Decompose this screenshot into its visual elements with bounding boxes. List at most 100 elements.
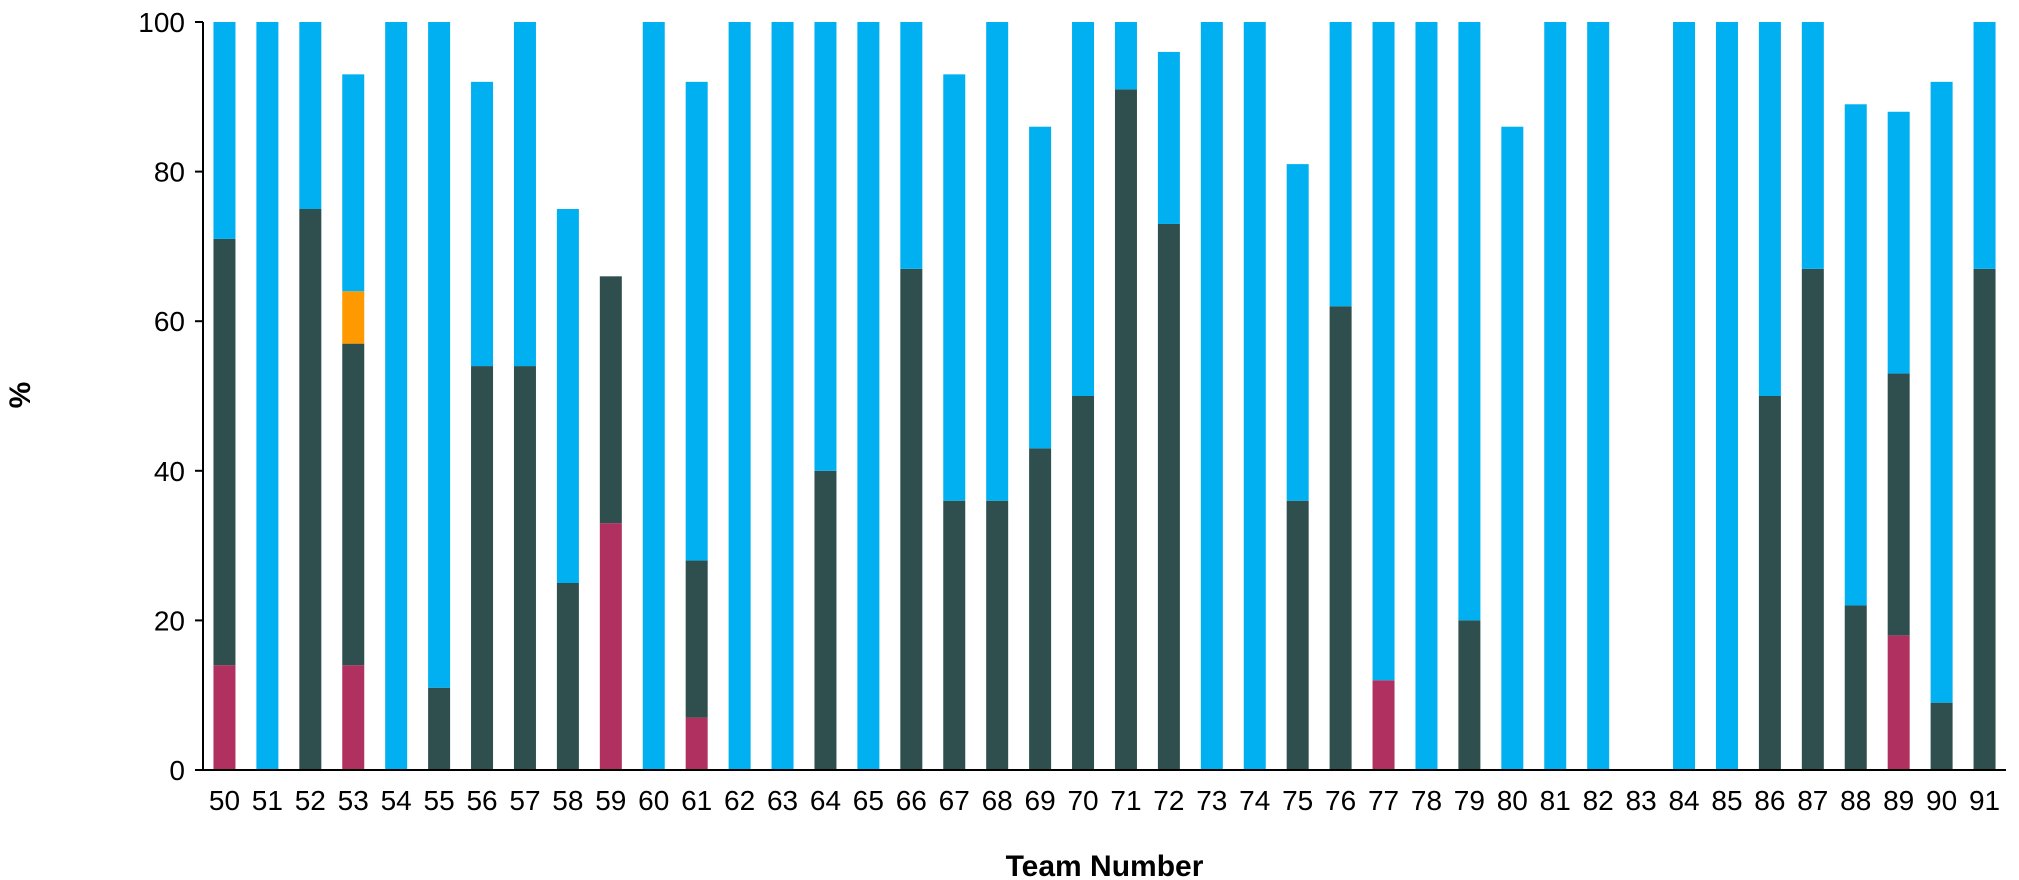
bar-segment-79-s3 — [1458, 22, 1481, 621]
bar-segment-82-s3 — [1587, 22, 1610, 770]
bar-segment-55-s1 — [428, 687, 451, 770]
bar-segment-53-s0 — [342, 665, 365, 770]
x-tick-label-67: 67 — [939, 785, 970, 816]
bar-segment-81-s3 — [1544, 22, 1567, 770]
bar-segment-50-s0 — [213, 665, 236, 770]
bar-segment-58-s1 — [556, 583, 579, 770]
bar-segment-59-s1 — [599, 276, 622, 524]
x-tick-label-56: 56 — [466, 785, 497, 816]
x-tick-label-60: 60 — [638, 785, 669, 816]
bar-segment-70-s1 — [1072, 396, 1095, 770]
bar-segment-72-s3 — [1157, 51, 1180, 224]
y-tick-label-60: 60 — [154, 306, 185, 337]
bar-segment-86-s3 — [1758, 22, 1781, 396]
x-tick-label-83: 83 — [1626, 785, 1657, 816]
bar-segment-76-s3 — [1329, 22, 1352, 307]
bar-segment-91-s3 — [1973, 22, 1996, 269]
x-tick-label-68: 68 — [982, 785, 1013, 816]
y-axis-title: % — [4, 382, 37, 409]
x-tick-label-61: 61 — [681, 785, 712, 816]
bar-segment-55-s3 — [428, 22, 451, 688]
x-tick-label-88: 88 — [1840, 785, 1871, 816]
bar-segment-66-s1 — [900, 268, 923, 770]
x-tick-label-54: 54 — [381, 785, 412, 816]
bar-segment-64-s3 — [814, 22, 837, 471]
bar-segment-87-s3 — [1801, 22, 1824, 269]
bar-segment-66-s3 — [900, 22, 923, 269]
bar-segment-52-s3 — [299, 22, 322, 209]
bar-segment-74-s3 — [1243, 22, 1266, 770]
x-tick-label-86: 86 — [1754, 785, 1785, 816]
bar-segment-56-s1 — [471, 366, 494, 770]
bar-segment-90-s1 — [1930, 702, 1953, 770]
bar-segment-89-s0 — [1887, 635, 1910, 770]
bar-segment-62-s3 — [728, 22, 751, 770]
bar-segment-90-s3 — [1930, 81, 1953, 703]
x-tick-label-63: 63 — [767, 785, 798, 816]
bar-segment-80-s3 — [1501, 126, 1524, 771]
bar-segment-69-s3 — [1029, 126, 1052, 449]
x-axis-title: Team Number — [1006, 850, 1204, 880]
bar-segment-84-s3 — [1673, 22, 1696, 770]
bar-segment-85-s3 — [1715, 22, 1738, 770]
bar-segment-88-s1 — [1844, 605, 1867, 770]
bar-segment-73-s3 — [1200, 22, 1223, 770]
x-tick-label-50: 50 — [209, 785, 240, 816]
bar-segment-60-s3 — [642, 22, 665, 770]
x-tick-label-69: 69 — [1025, 785, 1056, 816]
bar-segment-53-s1 — [342, 343, 365, 666]
x-axis-ticks: 50 51 52 53 54 55 56 57 58 59 60 61 62 63 64 65 66 67 68 69… — [209, 785, 2000, 816]
x-tick-label-81: 81 — [1540, 785, 1571, 816]
bar-segment-88-s3 — [1844, 104, 1867, 606]
x-tick-label-65: 65 — [853, 785, 884, 816]
bar-segment-65-s3 — [857, 22, 880, 770]
bar-segment-50-s1 — [213, 238, 236, 666]
bars-group — [213, 22, 1996, 771]
x-tick-label-58: 58 — [552, 785, 583, 816]
x-tick-label-52: 52 — [295, 785, 326, 816]
x-tick-label-76: 76 — [1325, 785, 1356, 816]
x-tick-label-75: 75 — [1282, 785, 1313, 816]
y-axis-ticks: 0 20 40 60 80 100 — [138, 7, 203, 786]
bar-segment-87-s1 — [1801, 268, 1824, 770]
x-tick-label-59: 59 — [595, 785, 626, 816]
bar-segment-76-s1 — [1329, 306, 1352, 770]
x-tick-label-64: 64 — [810, 785, 841, 816]
x-tick-label-89: 89 — [1883, 785, 1914, 816]
x-tick-label-53: 53 — [338, 785, 369, 816]
x-tick-label-70: 70 — [1067, 785, 1098, 816]
x-tick-label-51: 51 — [252, 785, 283, 816]
bar-segment-77-s3 — [1372, 22, 1395, 681]
bar-segment-61-s1 — [685, 560, 708, 718]
bar-segment-91-s1 — [1973, 268, 1996, 770]
x-tick-label-79: 79 — [1454, 785, 1485, 816]
bar-segment-64-s1 — [814, 470, 837, 770]
x-tick-label-74: 74 — [1239, 785, 1270, 816]
bar-segment-67-s3 — [943, 74, 966, 501]
x-tick-label-85: 85 — [1711, 785, 1742, 816]
bar-segment-68-s1 — [986, 500, 1009, 770]
x-tick-label-91: 91 — [1969, 785, 2000, 816]
y-tick-label-20: 20 — [154, 605, 185, 636]
bar-segment-57-s3 — [513, 22, 536, 367]
y-tick-label-40: 40 — [154, 456, 185, 487]
bar-segment-57-s1 — [513, 366, 536, 770]
x-tick-label-57: 57 — [509, 785, 540, 816]
bar-segment-53-s2 — [342, 291, 365, 344]
bar-segment-51-s3 — [256, 22, 279, 770]
y-tick-label-100: 100 — [138, 7, 185, 38]
bar-segment-72-s1 — [1157, 223, 1180, 770]
bar-segment-78-s3 — [1415, 22, 1438, 770]
x-tick-label-84: 84 — [1668, 785, 1699, 816]
bar-segment-52-s1 — [299, 209, 322, 770]
bar-segment-70-s3 — [1072, 22, 1095, 396]
bar-segment-79-s1 — [1458, 620, 1481, 770]
x-tick-label-62: 62 — [724, 785, 755, 816]
bar-segment-59-s0 — [599, 523, 622, 770]
x-tick-label-82: 82 — [1583, 785, 1614, 816]
bar-segment-86-s1 — [1758, 396, 1781, 770]
bar-segment-61-s3 — [685, 81, 708, 561]
bar-segment-68-s3 — [986, 22, 1009, 501]
bar-segment-71-s3 — [1114, 22, 1137, 90]
x-tick-label-73: 73 — [1196, 785, 1227, 816]
